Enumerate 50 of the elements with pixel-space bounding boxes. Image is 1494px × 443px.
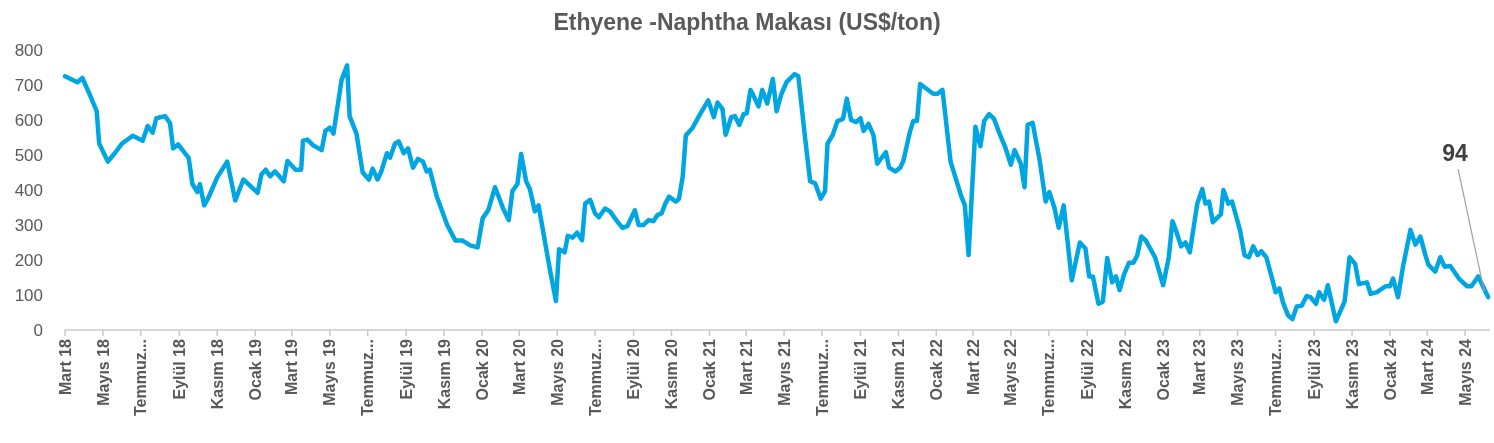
y-tick-label: 200 (14, 250, 43, 270)
x-tick-label: Eylül 20 (625, 338, 643, 400)
y-tick-label: 100 (14, 285, 43, 305)
x-tick-label: Mayıs 19 (321, 338, 339, 406)
x-tick-label: Mart 18 (56, 338, 74, 396)
x-tick-label: Ocak 23 (1154, 338, 1172, 401)
x-tick-label: Ocak 24 (1381, 338, 1399, 401)
x-tick-label: Mart 22 (964, 338, 982, 396)
x-tick-label: Mart 24 (1418, 338, 1436, 396)
x-tick-label: Kasım 22 (1116, 338, 1134, 410)
annotation: 94 (1442, 140, 1469, 167)
y-tick-label: 300 (14, 215, 43, 235)
y-tick-label: 0 (33, 320, 43, 340)
x-tick-label: Mayıs 24 (1456, 338, 1474, 406)
x-tick-label: Mart 23 (1191, 338, 1209, 396)
x-tick-label: Ocak 19 (246, 338, 264, 401)
x-tick-label: Mart 19 (283, 338, 301, 396)
x-tick-label: Ocak 21 (701, 338, 719, 401)
x-tick-label: Eylül 21 (852, 338, 870, 400)
x-tick-label: Mayıs 18 (94, 338, 112, 406)
x-tick-label: Mayıs 22 (1002, 338, 1020, 406)
x-tick-label: Temmuz... (1267, 339, 1285, 417)
y-tick-label: 500 (14, 145, 43, 165)
y-tick-label: 700 (14, 75, 43, 95)
x-tick-label: Kasım 23 (1343, 338, 1361, 410)
x-tick-label: Eylül 23 (1305, 338, 1323, 400)
x-tick-label: Mayıs 21 (775, 338, 793, 406)
x-tick-label: Temmuz... (586, 339, 604, 417)
x-tick-label: Mart 20 (510, 338, 528, 396)
x-tick-label: Eylül 19 (397, 338, 415, 400)
chart-title: Ethyene -Naphtha Makası (US$/ton) (553, 9, 941, 35)
x-tick-label: Temmuz... (359, 339, 377, 417)
x-tick-label: Temmuz... (1040, 339, 1058, 417)
x-tick-label: Eylül 18 (170, 338, 188, 400)
x-tick-label: Ocak 22 (927, 338, 945, 401)
x-tick-label: Eylül 22 (1078, 338, 1096, 400)
y-tick-label: 800 (14, 40, 43, 60)
line-series (62, 63, 1491, 324)
x-tick-label: Kasım 20 (663, 338, 681, 410)
x-tick-label: Kasım 21 (889, 338, 907, 410)
x-tick-label: Mart 21 (737, 338, 755, 396)
y-tick-label: 600 (14, 110, 43, 130)
x-tick-label: Kasım 19 (435, 338, 453, 410)
x-tick-label: Mayıs 23 (1229, 338, 1247, 406)
x-tick-label: Kasım 18 (208, 338, 226, 410)
x-tick-label: Mayıs 20 (548, 338, 566, 406)
x-tick-label: Temmuz... (132, 339, 150, 417)
x-tick-label: Ocak 20 (473, 338, 491, 401)
x-tick-label: Temmuz... (813, 339, 831, 417)
y-tick-label: 400 (14, 180, 43, 200)
